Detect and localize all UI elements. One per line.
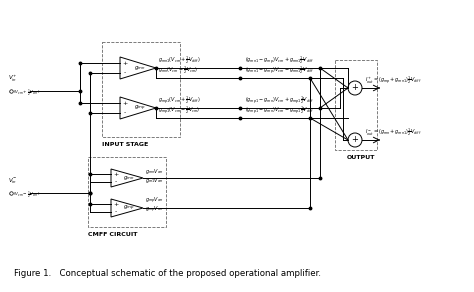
Text: $(g_{mp1}-g_{mn})V_{cm}+g_{mp1}\frac{1}{2}V_{diff}$: $(g_{mp1}-g_{mn})V_{cm}+g_{mp1}\frac{1}{… <box>245 94 314 106</box>
Text: $(g_{mp1}-g_{mn})V_{cm}-g_{mp1}\frac{1}{2}V_{diff}$: $(g_{mp1}-g_{mn})V_{cm}-g_{mp1}\frac{1}{… <box>245 104 314 116</box>
Text: +: + <box>122 61 128 66</box>
Text: $g_{mp}V_{cm}$: $g_{mp}V_{cm}$ <box>145 205 164 215</box>
Text: $g_{mn1}(V_{cm}+\frac{1}{2}V_{diff})$: $g_{mn1}(V_{cm}+\frac{1}{2}V_{diff})$ <box>158 55 201 66</box>
Text: $V^-_{in}$: $V^-_{in}$ <box>8 176 18 186</box>
Text: -: - <box>115 209 117 214</box>
Text: $g_{mp1}(V_{cm}-\frac{1}{2}V_{cm})$: $g_{mp1}(V_{cm}-\frac{1}{2}V_{cm})$ <box>158 104 201 116</box>
Text: +: + <box>113 171 118 177</box>
Text: OUTPUT: OUTPUT <box>346 155 375 160</box>
Text: $g_{mn}(V_{cm}-\frac{1}{2}V_{cm})$: $g_{mn}(V_{cm}-\frac{1}{2}V_{cm})$ <box>158 65 198 76</box>
Text: -: - <box>124 110 126 115</box>
Text: $g_{mp}V_{cm}$: $g_{mp}V_{cm}$ <box>145 196 164 206</box>
Bar <box>335 60 377 150</box>
Text: -: - <box>115 180 117 185</box>
Text: $g_{m1}V_{cm}$: $g_{m1}V_{cm}$ <box>145 176 164 185</box>
Text: $g_{mp}$: $g_{mp}$ <box>134 103 146 113</box>
Text: $I^+_{out}=(g_{mp}+g_{mn1})\frac{1}{2}V_{diff}$: $I^+_{out}=(g_{mp}+g_{mn1})\frac{1}{2}V_… <box>365 74 422 86</box>
Text: $g_{mp1}(V_{cm}+\frac{1}{2}V_{diff})$: $g_{mp1}(V_{cm}+\frac{1}{2}V_{diff})$ <box>158 94 201 106</box>
Bar <box>102 42 180 137</box>
Bar <box>88 157 166 227</box>
Text: $(g_{mn1}-g_{mp})V_{cm}+g_{mn1}\frac{1}{2}V_{diff}$: $(g_{mn1}-g_{mp})V_{cm}+g_{mn1}\frac{1}{… <box>245 54 314 66</box>
Text: $g_{mn}$: $g_{mn}$ <box>134 64 146 72</box>
Text: Figure 1.   Conceptual schematic of the proposed operational amplifier.: Figure 1. Conceptual schematic of the pr… <box>14 270 321 279</box>
Text: $g_{mn}$: $g_{mn}$ <box>123 174 135 182</box>
Text: +: + <box>352 135 358 145</box>
Text: $I^-_{out}=(g_{mn}+g_{mn1})\frac{1}{2}V_{diff}$: $I^-_{out}=(g_{mn}+g_{mn1})\frac{1}{2}V_… <box>365 126 421 138</box>
Text: $(g_{mn1}-g_{mp})V_{cm}-g_{mn1}\frac{1}{2}V_{diff}$: $(g_{mn1}-g_{mp})V_{cm}-g_{mn1}\frac{1}{… <box>245 64 314 76</box>
Text: $V^+_{in}$: $V^+_{in}$ <box>8 74 18 84</box>
Text: $g_{mp}$: $g_{mp}$ <box>123 204 135 213</box>
Text: $=(V_{cm}-\frac{1}{2}V_{diff})$: $=(V_{cm}-\frac{1}{2}V_{diff})$ <box>8 190 40 201</box>
Text: INPUT STAGE: INPUT STAGE <box>102 142 148 147</box>
Text: -: - <box>124 70 126 75</box>
Text: CMFF CIRCUIT: CMFF CIRCUIT <box>88 232 137 237</box>
Text: +: + <box>113 201 118 206</box>
Text: +: + <box>122 101 128 106</box>
Text: $g_{mn}V_{cm}$: $g_{mn}V_{cm}$ <box>145 167 164 176</box>
Text: $=(V_{cm}+\frac{1}{2}V_{diff})$: $=(V_{cm}+\frac{1}{2}V_{diff})$ <box>8 88 40 99</box>
Text: +: + <box>352 84 358 93</box>
